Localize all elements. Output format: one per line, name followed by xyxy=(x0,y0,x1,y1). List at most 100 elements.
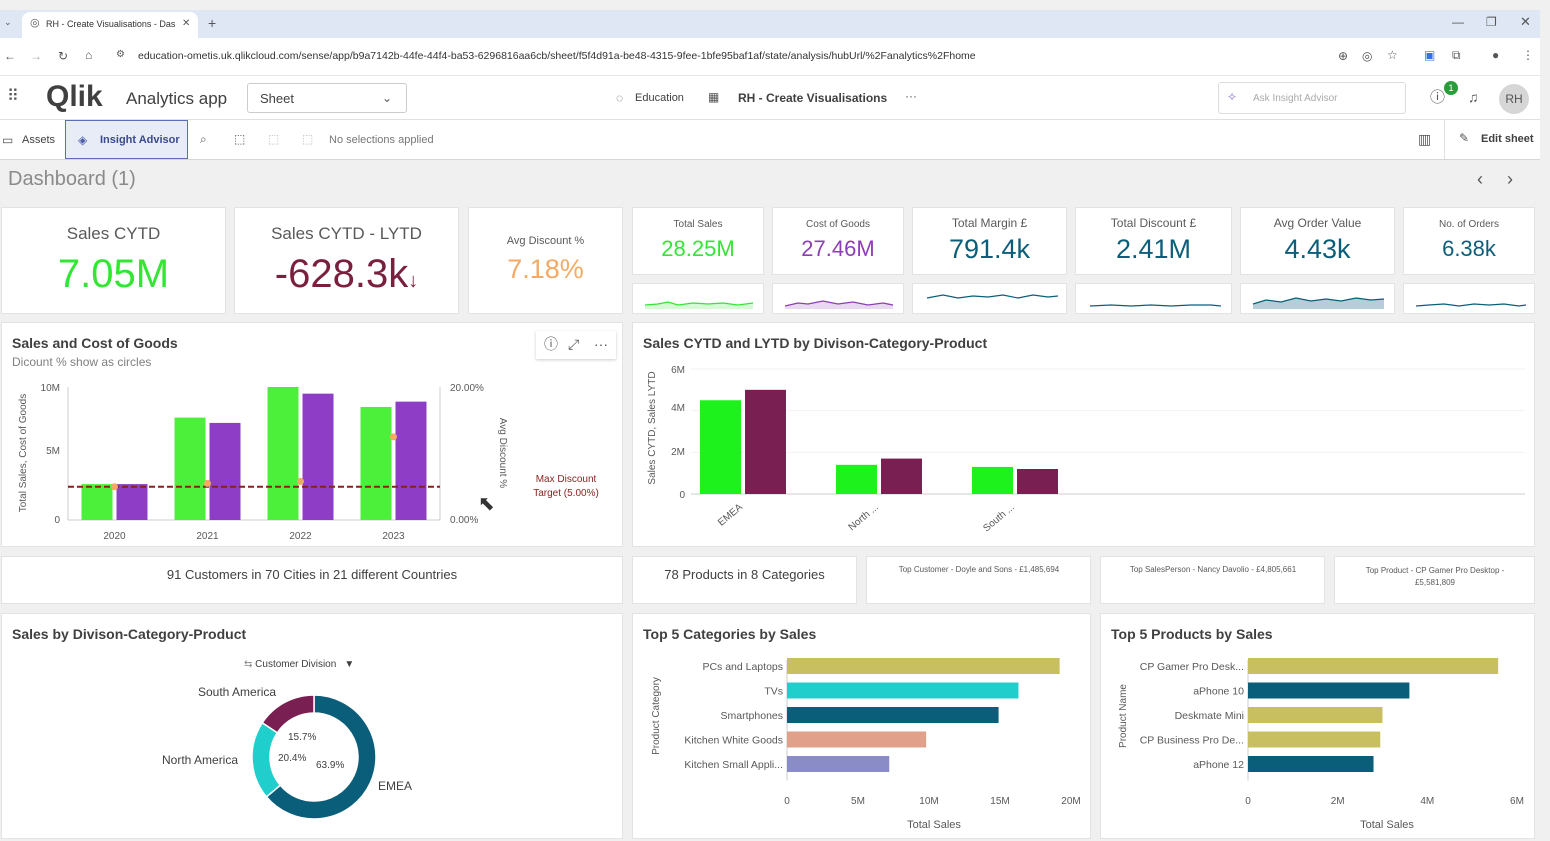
bar xyxy=(787,682,1019,699)
sparkline-total-discount[interactable] xyxy=(1075,283,1232,314)
avatar[interactable]: RH xyxy=(1499,84,1529,114)
kpi-no-of-orders[interactable]: No. of Orders 6.38k xyxy=(1403,207,1535,275)
lasso-icon[interactable]: ⬚ xyxy=(234,132,246,146)
top-product-text: Top Product - CP Gamer Pro Desktop - £5,… xyxy=(1365,566,1505,587)
x-tick-label: 4M xyxy=(1420,796,1434,807)
kpi-avg-order-value[interactable]: Avg Order Value 4.43k xyxy=(1240,207,1395,275)
sales-cost-chart[interactable]: Sales and Cost of Goods Dicount % show a… xyxy=(1,322,623,547)
x-tick-label: 2020 xyxy=(103,531,126,542)
back-icon[interactable]: ← xyxy=(4,49,16,63)
clear-selection-icon[interactable]: ⬚ xyxy=(302,132,314,146)
triangle-down-icon: ▼ xyxy=(344,659,355,670)
expand-icon[interactable]: ⤢ xyxy=(568,336,580,352)
info-icon[interactable]: ⓘ xyxy=(544,336,558,352)
kpi-value: 28.25M xyxy=(661,236,735,261)
step-back-icon[interactable]: ⬚ xyxy=(268,132,280,146)
kpi-title: Sales CYTD - LYTD xyxy=(271,224,422,243)
help-icon[interactable]: ⓘ xyxy=(1430,89,1446,106)
donut-label: North America xyxy=(162,753,238,767)
kpi-sales-cytd[interactable]: Sales CYTD 7.05M xyxy=(1,207,226,314)
app-type-label: Analytics app xyxy=(126,89,228,108)
top-products-chart[interactable]: Top 5 Products by Sales Product Name Tot… xyxy=(1100,613,1535,839)
insight-icon: ◈ xyxy=(78,133,88,147)
bar-sales-cytd xyxy=(836,464,877,494)
kpi-avg-discount[interactable]: Avg Discount % 7.18% xyxy=(468,207,623,314)
bar xyxy=(787,658,1060,674)
x-tick-label: South ... xyxy=(981,502,1017,534)
space-name[interactable]: Education xyxy=(635,92,684,104)
y-tick: 5M xyxy=(46,446,60,457)
tab-search-icon[interactable]: ⌄ xyxy=(4,17,12,27)
bar xyxy=(1248,707,1383,723)
sparkline-no-of-orders[interactable] xyxy=(1403,283,1535,314)
insight-advisor-label: Insight Advisor xyxy=(100,134,180,146)
assets-button[interactable]: Assets xyxy=(22,134,56,146)
top-categories-chart[interactable]: Top 5 Categories by Sales Product Catego… xyxy=(632,613,1091,839)
kpi-total-margin[interactable]: Total Margin £ 791.4k xyxy=(912,207,1067,275)
prev-sheet-icon[interactable]: ‹ xyxy=(1477,169,1483,189)
app-name[interactable]: RH - Create Visualisations xyxy=(738,91,888,105)
x-tick-label: EMEA xyxy=(716,502,745,529)
kpi-total-sales[interactable]: Total Sales 28.25M xyxy=(632,207,764,275)
category-label: TVs xyxy=(764,686,783,698)
browser-menu-icon[interactable]: ⋮ xyxy=(1522,48,1534,62)
bar-cost-of-goods xyxy=(395,401,427,520)
browser-tab[interactable]: ◎ RH - Create Visualisations - Das ✕ xyxy=(22,12,198,38)
bar-sales-cytd xyxy=(700,400,741,494)
x-tick-label: 0 xyxy=(784,796,790,807)
close-window-icon[interactable]: ✕ xyxy=(1520,14,1531,29)
top-product: Top Product - CP Gamer Pro Desktop - £5,… xyxy=(1334,556,1535,604)
restore-icon[interactable]: ❐ xyxy=(1486,15,1497,29)
grid-view-icon[interactable]: ▥ xyxy=(1418,131,1432,147)
profile-icon[interactable]: ● xyxy=(1492,48,1500,62)
sparkline-cost-of-goods[interactable] xyxy=(772,283,904,314)
insight-advisor-button[interactable]: ◈ Insight Advisor xyxy=(65,120,188,159)
close-tab-icon[interactable]: ✕ xyxy=(182,18,191,29)
bar xyxy=(1248,731,1381,748)
sheet-select[interactable]: Sheet ⌄ xyxy=(247,83,407,113)
bar-sales-lytd xyxy=(1017,469,1058,494)
x-tick-label: 10M xyxy=(919,796,938,807)
eye-off-icon[interactable]: ◎ xyxy=(1362,49,1373,63)
app-grid-icon[interactable]: ⠿ xyxy=(7,88,19,105)
qlik-logo[interactable]: Qlik xyxy=(46,80,103,113)
next-sheet-icon[interactable]: › xyxy=(1507,169,1513,189)
bell-icon[interactable]: ♫ xyxy=(1468,89,1479,105)
division-sales-chart[interactable]: Sales CYTD and LYTD by Divison-Category-… xyxy=(632,322,1535,547)
translate-icon[interactable]: ▣ xyxy=(1424,48,1436,62)
products-summary: 78 Products in 8 Categories xyxy=(632,556,857,604)
zoom-icon[interactable]: ⊕ xyxy=(1338,49,1349,63)
globe-icon: ◎ xyxy=(30,17,40,29)
dimension-selector[interactable]: ⇆ Customer Division ▼ xyxy=(244,659,354,670)
y-axis-label: Sales CYTD, Sales LYTD xyxy=(647,371,658,484)
reload-icon[interactable]: ↻ xyxy=(58,49,69,63)
x-tick-label: 2021 xyxy=(196,531,219,542)
sparkline-total-sales[interactable] xyxy=(632,283,764,314)
home-icon[interactable]: ⌂ xyxy=(85,48,93,62)
app-icon: ▦ xyxy=(708,90,720,104)
new-tab-icon[interactable]: + xyxy=(208,15,217,31)
bar-total-sales xyxy=(267,387,299,520)
more-icon[interactable]: ··· xyxy=(594,336,608,352)
url-text[interactable]: education-ometis.uk.qlikcloud.com/sense/… xyxy=(138,50,976,62)
sparkle-icon: ✧ xyxy=(1227,90,1238,104)
ask-insight-input[interactable]: ✧ Ask Insight Advisor xyxy=(1218,82,1406,114)
selection-search-icon[interactable]: ⌕ xyxy=(200,132,207,146)
kpi-cost-of-goods[interactable]: Cost of Goods 27.46M xyxy=(772,207,904,275)
kpi-title: Avg Order Value xyxy=(1273,216,1362,230)
edit-sheet-button[interactable]: ✎ Edit sheet xyxy=(1444,120,1540,159)
minimize-icon[interactable]: — xyxy=(1452,15,1464,29)
extensions-icon[interactable]: ⧉ xyxy=(1452,48,1461,62)
forward-icon[interactable]: → xyxy=(30,49,42,63)
sparkline-total-margin[interactable] xyxy=(912,283,1067,314)
more-icon[interactable]: ··· xyxy=(905,89,917,103)
x-tick-label: 6M xyxy=(1510,796,1524,807)
kpi-sales-diff[interactable]: Sales CYTD - LYTD -628.3k↓ xyxy=(234,207,459,314)
site-info-icon[interactable]: ⚙ xyxy=(116,49,125,60)
kpi-total-discount[interactable]: Total Discount £ 2.41M xyxy=(1075,207,1232,275)
sparkline-avg-order-value[interactable] xyxy=(1240,283,1395,314)
division-donut-chart[interactable]: Sales by Divison-Category-Product ⇆ Cust… xyxy=(1,613,623,839)
sheet-select-value: Sheet xyxy=(260,91,294,106)
bookmark-star-icon[interactable]: ☆ xyxy=(1387,48,1398,62)
bar xyxy=(1248,756,1374,772)
